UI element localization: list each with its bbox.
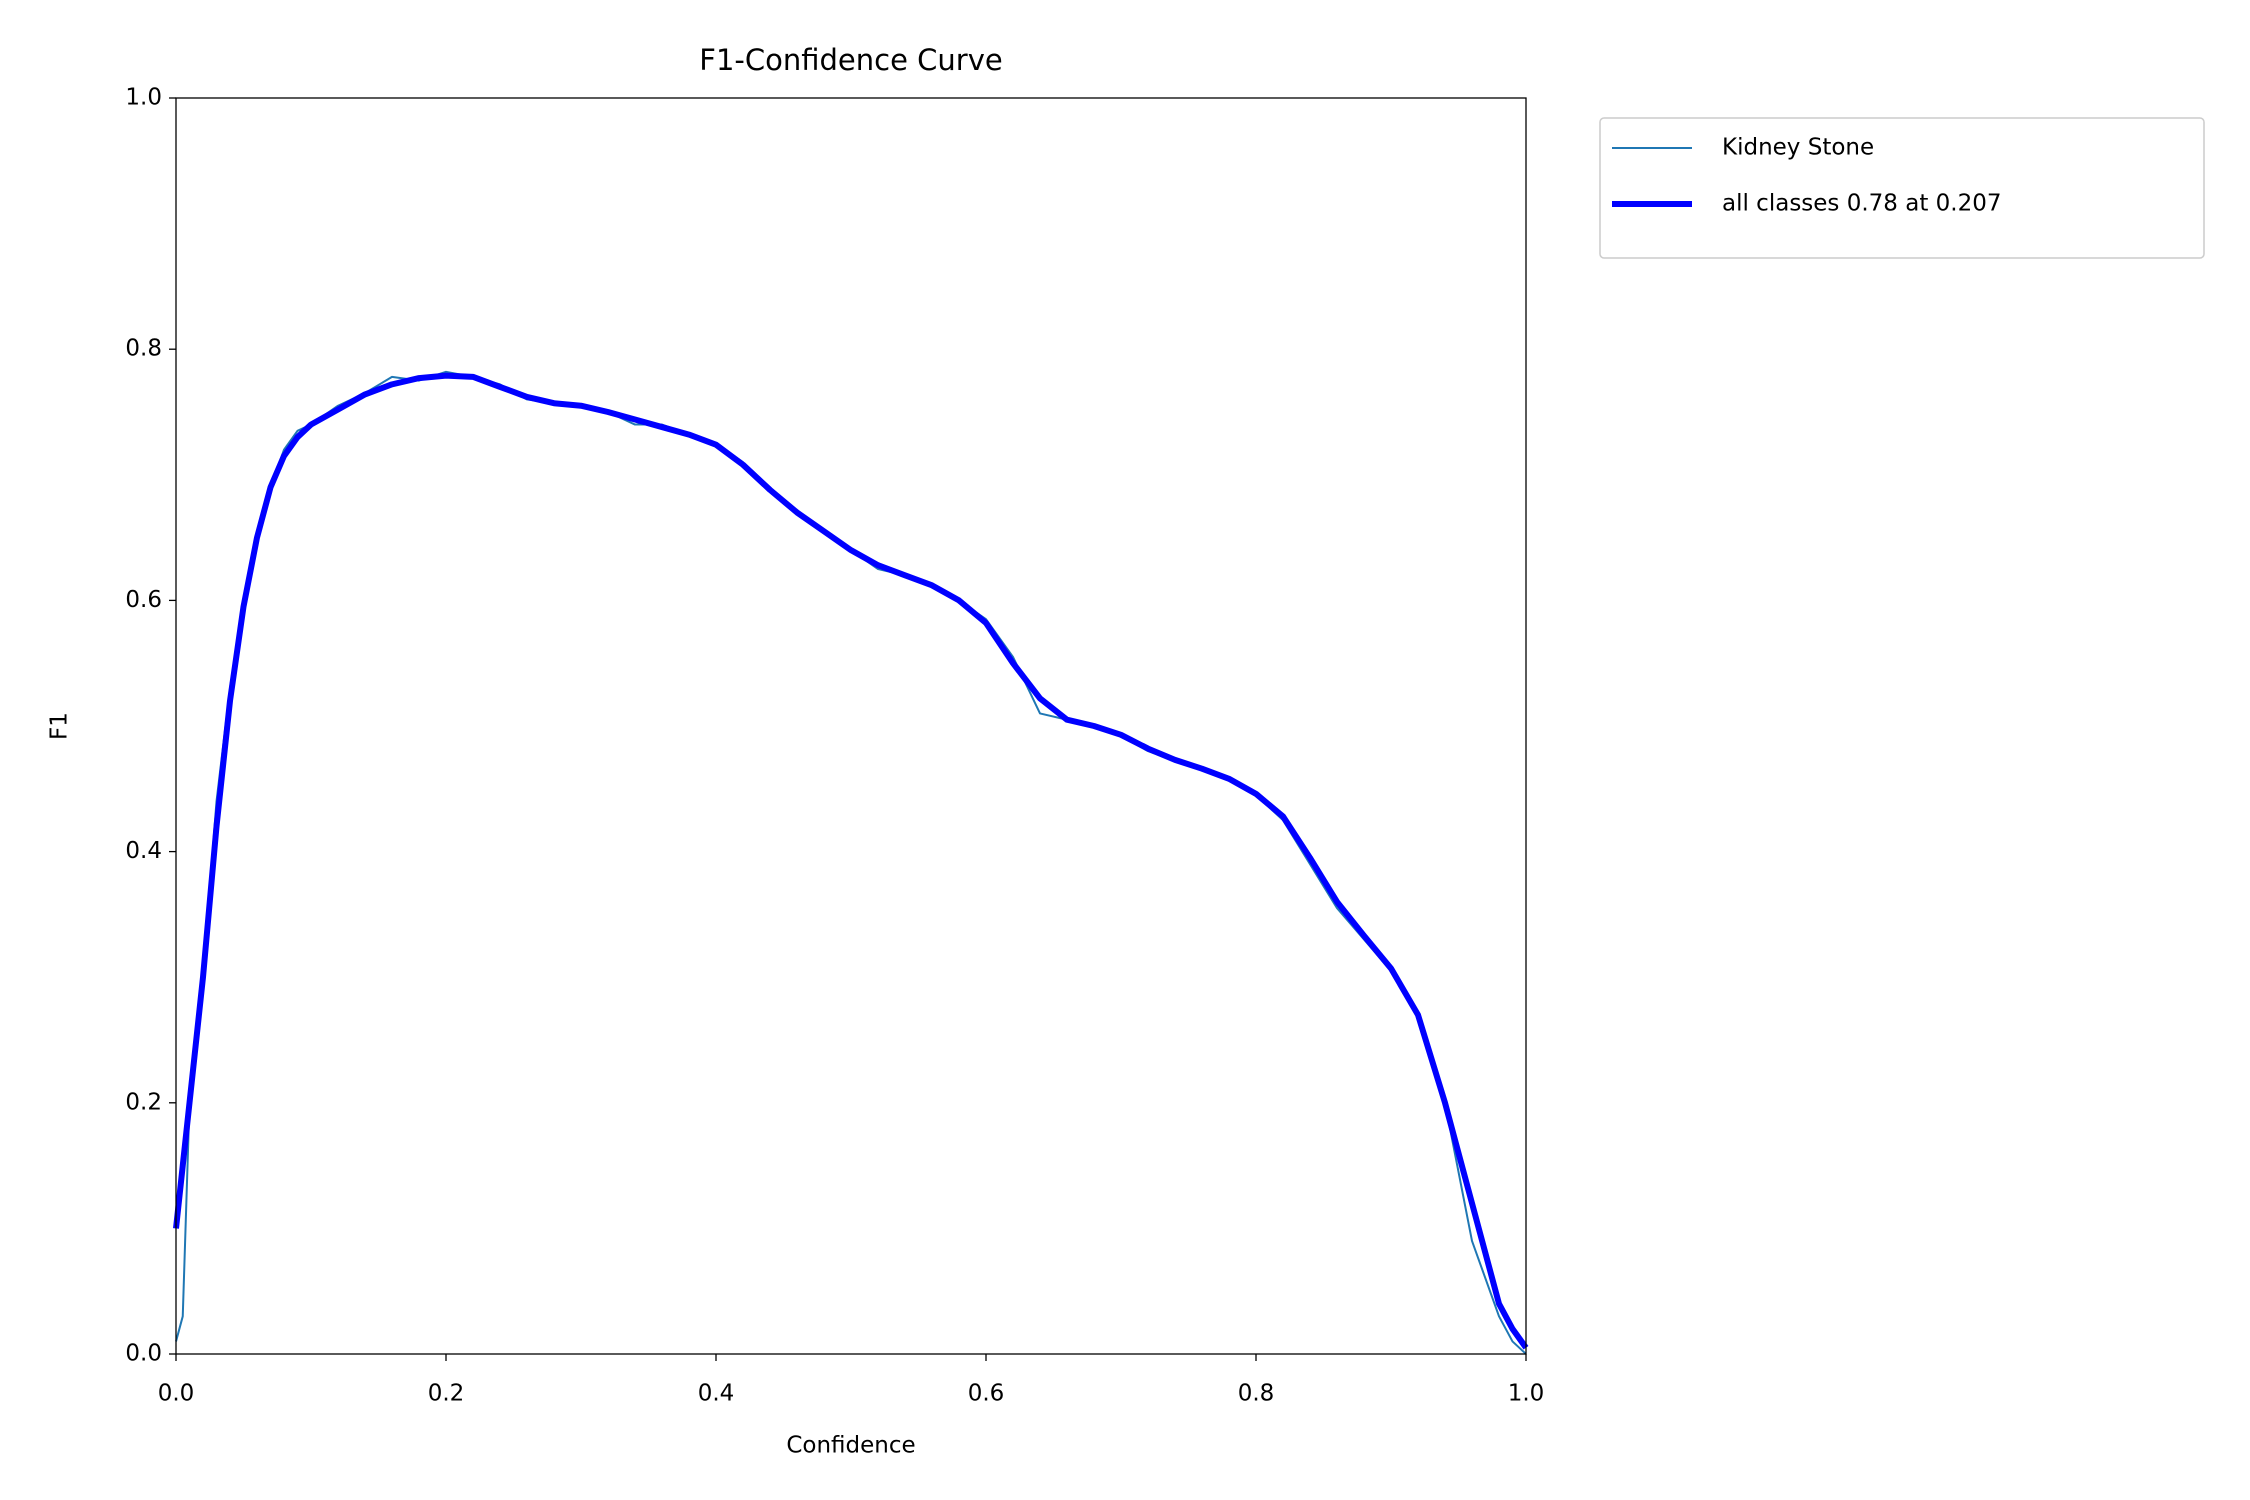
- chart-title: F1-Confidence Curve: [699, 43, 1002, 77]
- x-tick-label: 1.0: [1508, 1381, 1545, 1407]
- y-tick-label: 0.0: [125, 1341, 162, 1367]
- x-tick-label: 0.8: [1238, 1381, 1275, 1407]
- y-tick-label: 0.6: [125, 587, 162, 613]
- legend-label: all classes 0.78 at 0.207: [1722, 191, 2002, 217]
- x-tick-label: 0.6: [968, 1381, 1005, 1407]
- x-tick-label: 0.2: [428, 1381, 465, 1407]
- legend-box: [1599, 117, 2205, 259]
- series-line: [175, 370, 1527, 1355]
- series-line: [173, 372, 1529, 1350]
- y-tick-label: 0.2: [125, 1089, 162, 1115]
- plot-frame: [175, 97, 1527, 1355]
- y-tick-label: 0.4: [125, 838, 162, 864]
- x-tick-label: 0.0: [158, 1381, 195, 1407]
- x-axis-label: Confidence: [786, 1433, 915, 1459]
- x-tick-label: 0.4: [698, 1381, 735, 1407]
- y-axis-label: F1: [47, 712, 73, 740]
- y-tick-label: 0.8: [125, 336, 162, 362]
- legend-label: Kidney Stone: [1722, 135, 1874, 161]
- y-tick-label: 1.0: [125, 85, 162, 111]
